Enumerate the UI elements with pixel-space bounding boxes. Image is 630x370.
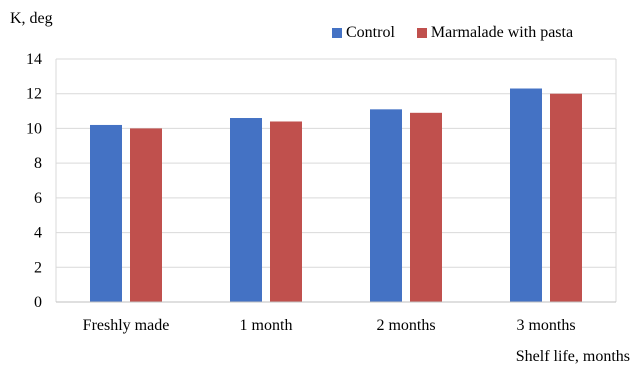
y-tick-label: 4 (34, 225, 42, 242)
y-tick-label: 2 (34, 259, 42, 276)
x-tick-label: 3 months (516, 317, 575, 334)
x-tick-label: 1 month (240, 317, 293, 334)
legend-item-control: Control (332, 24, 395, 42)
x-axis-label: Shelf life, months (515, 348, 630, 365)
legend: Control Marmalade with pasta (332, 24, 595, 42)
legend-item-marmalade: Marmalade with pasta (416, 24, 574, 42)
legend-label-control: Control (346, 24, 395, 41)
legend-swatch-control (332, 28, 342, 38)
y-tick-label: 8 (34, 155, 42, 172)
y-tick-label: 0 (34, 294, 42, 311)
y-axis-label: K, deg (10, 10, 53, 27)
x-tick-label: Freshly made (83, 317, 170, 334)
y-tick-label: 10 (26, 120, 42, 137)
legend-swatch-marmalade (416, 28, 427, 38)
bar-marmalade-3 (550, 93, 582, 302)
legend-label-marmalade: Marmalade with pasta (430, 24, 574, 41)
x-tick-label: 2 months (376, 317, 435, 334)
bar-marmalade-2 (410, 112, 442, 302)
y-tick-label: 6 (34, 190, 42, 207)
bar-control-3 (510, 88, 542, 302)
y-tick-label: 12 (26, 86, 42, 103)
bar-marmalade-0 (130, 128, 162, 302)
bar-control-1 (230, 118, 262, 302)
bar-marmalade-1 (270, 121, 302, 302)
bar-control-2 (370, 109, 402, 302)
bar-control-0 (90, 124, 122, 302)
y-tick-label: 14 (26, 51, 42, 68)
